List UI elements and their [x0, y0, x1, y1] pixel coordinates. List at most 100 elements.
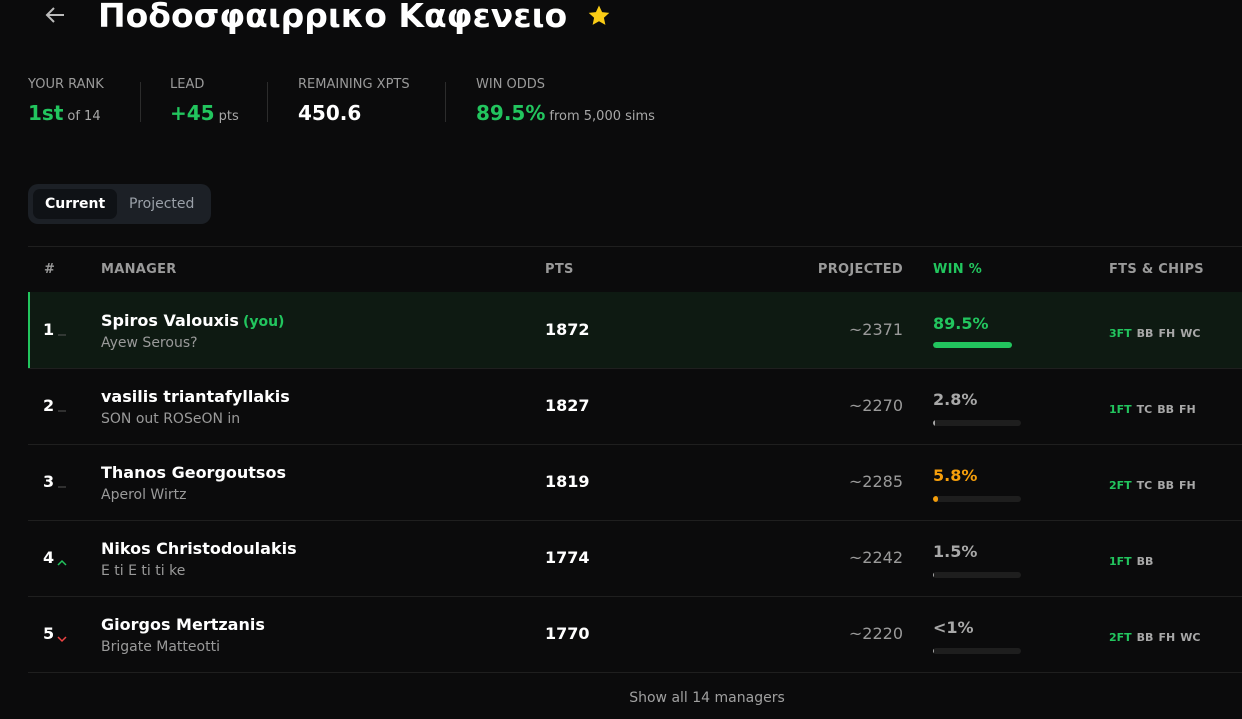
- column-header: #: [44, 262, 56, 277]
- chip: FH: [1179, 479, 1196, 492]
- chip: BB: [1157, 479, 1175, 492]
- manager-name: Thanos Georgoutsos: [101, 463, 286, 482]
- manager-name: vasilis triantafyllakis: [101, 387, 290, 406]
- team-name: SON out ROSeON in: [101, 411, 241, 427]
- rank: 4: [43, 548, 55, 567]
- table-row: 3 Thanos Georgoutsos Aperol Wirtz 1819 ~2285…: [28, 444, 1242, 520]
- trend-icon: [57, 628, 67, 647]
- stat-number: 450.6: [298, 101, 362, 125]
- manager-name-text: Thanos Georgoutsos: [101, 463, 286, 482]
- points: 1872: [545, 320, 590, 339]
- team-name: Aperol Wirtz: [101, 487, 187, 503]
- row-border: [28, 520, 1242, 521]
- points: 1770: [545, 624, 590, 643]
- stat-label: YOUR RANK: [28, 77, 104, 92]
- chips: 2FT TC BB FH: [1109, 474, 1201, 493]
- tab[interactable]: Current: [33, 189, 118, 219]
- column-header: WIN %: [933, 262, 983, 277]
- free-transfers: 1FT: [1109, 403, 1132, 416]
- chip: TC: [1136, 479, 1153, 492]
- manager-name-text: Spiros Valouxis: [101, 311, 239, 330]
- column-header: MANAGER: [101, 262, 177, 277]
- rank: 1: [43, 320, 55, 339]
- manager-name: Spiros Valouxis (you): [101, 311, 284, 330]
- projected: ~2242: [848, 548, 903, 567]
- win-bar: [933, 420, 936, 426]
- back-arrow[interactable]: [44, 5, 66, 25]
- league-title: Ποδοσφαιρρικο Καφενειο: [98, 0, 568, 35]
- free-transfers: 1FT: [1109, 555, 1132, 568]
- stat-label: LEAD: [170, 77, 205, 92]
- table-row: 2 vasilis triantafyllakis SON out ROSeON i…: [28, 368, 1242, 444]
- trend-icon: [57, 324, 67, 343]
- row-border: [28, 444, 1242, 445]
- trend-icon: [57, 476, 67, 495]
- chip: WC: [1180, 327, 1201, 340]
- stat-value: 450.6: [298, 101, 361, 125]
- rank: 3: [43, 472, 55, 491]
- row-border: [28, 368, 1242, 369]
- points: 1774: [545, 548, 590, 567]
- row-border: [28, 596, 1242, 597]
- points: 1827: [545, 396, 590, 415]
- chip: TC: [1136, 403, 1153, 416]
- tab[interactable]: Projected: [129, 196, 195, 212]
- chips: 1FT BB: [1109, 550, 1158, 569]
- manager-name-text: vasilis triantafyllakis: [101, 387, 290, 406]
- projected: ~2270: [848, 396, 903, 415]
- row-border: [28, 672, 1242, 673]
- chip: FH: [1179, 403, 1196, 416]
- chip: FH: [1158, 631, 1176, 644]
- tab-switch: Current Projected: [28, 184, 211, 224]
- chip: BB: [1136, 631, 1154, 644]
- trend-icon: [57, 400, 67, 419]
- free-transfers: 2FT: [1109, 479, 1132, 492]
- win-bar-track: [933, 648, 1021, 654]
- win-bar-track: [933, 496, 1021, 502]
- chip: FH: [1158, 327, 1176, 340]
- show-all-link[interactable]: Show all 14 managers: [629, 690, 785, 706]
- chip: BB: [1157, 403, 1175, 416]
- free-transfers: 2FT: [1109, 631, 1132, 644]
- stat-label: REMAINING XPTS: [298, 77, 410, 92]
- win-pct: <1%: [933, 618, 974, 637]
- rank: 2: [43, 396, 55, 415]
- win-bar-track: [933, 420, 1021, 426]
- divider: [267, 82, 268, 122]
- projected: ~2371: [848, 320, 903, 339]
- chip: BB: [1136, 555, 1154, 568]
- win-bar: [933, 572, 935, 578]
- team-name: E ti E ti ti ke: [101, 563, 186, 579]
- stat-number: +45: [170, 101, 215, 125]
- column-header: PROJECTED: [817, 262, 903, 277]
- stat-number: 89.5%: [476, 101, 546, 125]
- you-tag: (you): [242, 314, 285, 330]
- chip: WC: [1180, 631, 1201, 644]
- table-row: 1 Spiros Valouxis (you) Ayew Serous? 1872 ~23…: [28, 292, 1242, 368]
- win-pct: 89.5%: [933, 314, 989, 333]
- divider: [445, 82, 446, 122]
- stat-value: 1st of 14: [28, 101, 101, 125]
- stat-suffix: from 5,000 sims: [549, 109, 655, 124]
- manager-name-text: Giorgos Mertzanis: [101, 615, 265, 634]
- projected: ~2285: [848, 472, 903, 491]
- projected: ~2220: [848, 624, 903, 643]
- stat-suffix: of 14: [67, 109, 101, 124]
- stat-suffix: pts: [218, 109, 239, 124]
- manager-name: Giorgos Mertzanis: [101, 615, 265, 634]
- trend-icon: [57, 552, 67, 571]
- win-bar-track: [933, 572, 1021, 578]
- table-row: 5 Giorgos Mertzanis Brigate Matteotti 1770 ~…: [28, 596, 1242, 672]
- win-bar: [933, 342, 1012, 348]
- stat-value: +45 pts: [170, 101, 239, 125]
- stat-number: 1st: [28, 101, 64, 125]
- divider: [140, 82, 141, 122]
- column-header: PTS: [545, 262, 574, 277]
- manager-name: Nikos Christodoulakis: [101, 539, 297, 558]
- favorite-star[interactable]: [587, 4, 611, 28]
- table-row: 4 Nikos Christodoulakis E ti E ti ti ke 177…: [28, 520, 1242, 596]
- chips: 3FT BB FH WC: [1109, 322, 1205, 341]
- chip: BB: [1136, 327, 1154, 340]
- column-header: FTS & CHIPS: [1109, 262, 1204, 277]
